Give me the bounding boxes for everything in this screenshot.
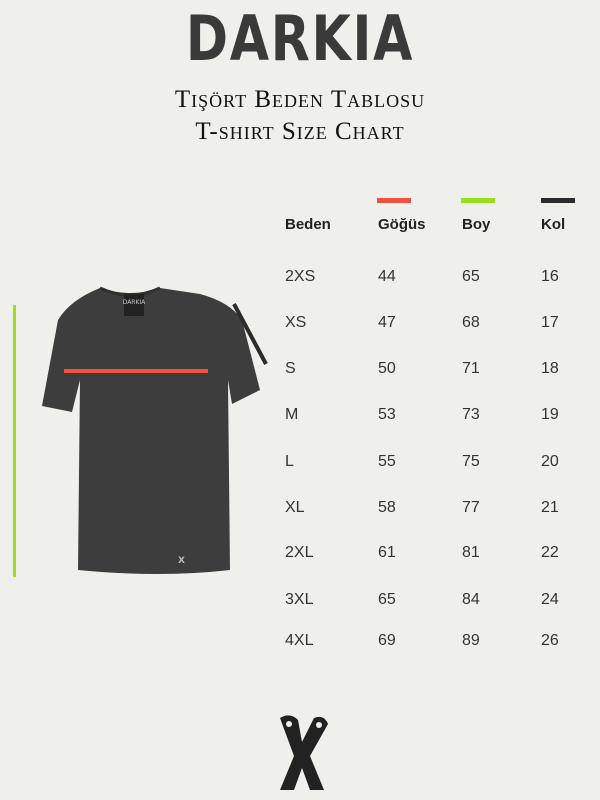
cell-length: 75	[462, 453, 480, 470]
length-indicator-line	[13, 305, 16, 577]
cell-sleeve: 22	[541, 544, 559, 561]
svg-text:X: X	[178, 556, 185, 566]
cell-chest: 61	[378, 544, 396, 561]
cell-length: 81	[462, 544, 480, 561]
tshirt-image: DARKIA X	[42, 286, 260, 574]
cell-sleeve: 21	[541, 499, 559, 516]
cell-length: 65	[462, 268, 480, 285]
sleeve-color-swatch	[541, 198, 575, 203]
cell-length: 73	[462, 406, 480, 423]
cell-chest: 58	[378, 499, 396, 516]
cell-size: L	[285, 453, 294, 470]
header-sleeve: Kol	[541, 216, 566, 233]
cell-sleeve: 18	[541, 360, 559, 377]
chest-indicator-line	[64, 369, 208, 373]
length-color-swatch	[461, 198, 495, 203]
cell-length: 89	[462, 632, 480, 649]
cell-length: 68	[462, 314, 480, 331]
brand-logo: DARKIA	[185, 2, 415, 75]
cell-size: S	[285, 360, 296, 377]
header-length: Boy	[462, 216, 491, 233]
cell-sleeve: 24	[541, 591, 559, 608]
cell-size: 2XL	[285, 544, 314, 561]
cell-sleeve: 20	[541, 453, 559, 470]
chest-color-swatch	[377, 198, 411, 203]
cell-chest: 65	[378, 591, 396, 608]
sleeve-indicator-line	[232, 303, 268, 365]
x-logo-icon	[280, 715, 328, 790]
cell-sleeve: 17	[541, 314, 559, 331]
cell-chest: 55	[378, 453, 396, 470]
cell-size: XS	[285, 314, 307, 331]
cell-size: 4XL	[285, 632, 314, 649]
cell-length: 77	[462, 499, 480, 516]
cell-sleeve: 16	[541, 268, 559, 285]
header-chest: Göğüs	[378, 216, 426, 233]
cell-size: XL	[285, 499, 305, 516]
cell-length: 71	[462, 360, 480, 377]
cell-sleeve: 19	[541, 406, 559, 423]
cell-chest: 44	[378, 268, 396, 285]
title-turkish: Tişört Beden Tablosu	[174, 86, 426, 113]
cell-size: 3XL	[285, 591, 314, 608]
cell-chest: 50	[378, 360, 396, 377]
cell-chest: 69	[378, 632, 396, 649]
header-size: Beden	[285, 216, 331, 233]
svg-text:DARKIA: DARKIA	[123, 299, 146, 306]
cell-length: 84	[462, 591, 480, 608]
cell-size: M	[285, 406, 299, 423]
cell-sleeve: 26	[541, 632, 559, 649]
cell-chest: 47	[378, 314, 396, 331]
title-english: T-shirt Size Chart	[195, 118, 405, 145]
cell-size: 2XS	[285, 268, 316, 285]
cell-chest: 53	[378, 406, 396, 423]
